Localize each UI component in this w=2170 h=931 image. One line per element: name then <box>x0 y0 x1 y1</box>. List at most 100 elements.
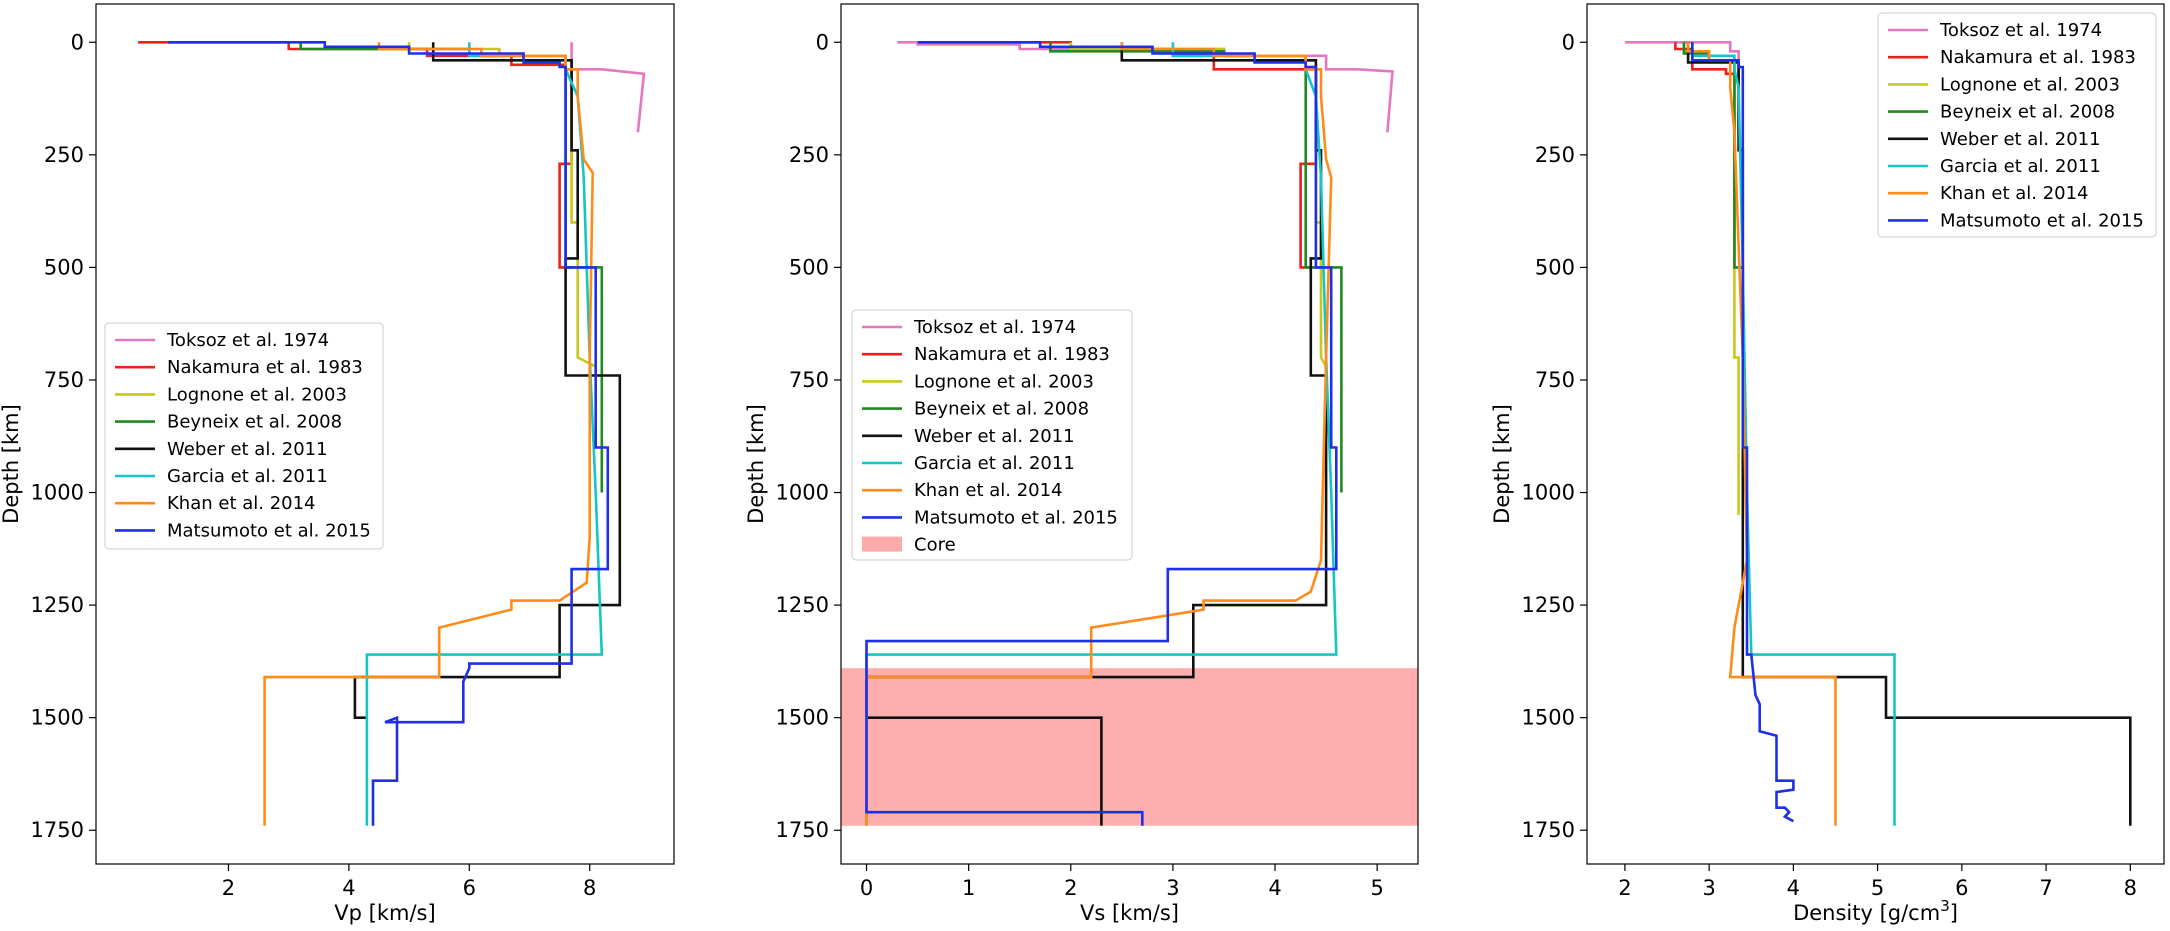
x-tick-label: 2 <box>1064 876 1077 900</box>
series-line-matsumoto-et-al-2015 <box>1691 42 1795 823</box>
series-line-khan-et-al-2014 <box>1686 42 1837 826</box>
legend-label-nakamura-et-al-1983: Nakamura et al. 1983 <box>1940 47 2136 68</box>
legend-label-garcia-et-al-2011: Garcia et al. 2011 <box>914 453 1075 474</box>
legend-label-beyneix-et-al-2008: Beyneix et al. 2008 <box>1940 102 2115 123</box>
y-tick-label: 750 <box>1535 368 1575 392</box>
legend-label-lognone-et-al-2003: Lognone et al. 2003 <box>167 384 347 405</box>
legend-frame <box>851 309 1133 561</box>
x-axis-label-suffix: ] <box>1950 901 1958 925</box>
y-tick-label: 1000 <box>1522 481 1575 505</box>
legend-label-garcia-et-al-2011: Garcia et al. 2011 <box>1940 156 2101 177</box>
series-line-garcia-et-al-2011 <box>1691 42 1896 826</box>
x-tick-label: 2 <box>222 876 235 900</box>
y-tick-label: 1000 <box>776 481 829 505</box>
y-tick-label: 750 <box>44 368 84 392</box>
core-band <box>841 668 1418 826</box>
series-line-toksoz-et-al-1974 <box>570 42 646 133</box>
y-tick-label: 1750 <box>31 818 84 842</box>
y-tick-label: 0 <box>816 30 829 54</box>
legend-label-weber-et-al-2011: Weber et al. 2011 <box>1940 129 2101 150</box>
x-tick-label: 8 <box>583 876 596 900</box>
legend-label-nakamura-et-al-1983: Nakamura et al. 1983 <box>167 357 363 378</box>
legend-label-matsumoto-et-al-2015: Matsumoto et al. 2015 <box>167 520 371 541</box>
y-tick-label: 1000 <box>31 481 84 505</box>
x-tick-label: 6 <box>1955 876 1968 900</box>
series-line-matsumoto-et-al-2015 <box>865 41 1338 826</box>
legend-label-matsumoto-et-al-2015: Matsumoto et al. 2015 <box>914 507 1118 528</box>
series-line-nakamura-et-al-1983 <box>1019 41 1318 269</box>
y-tick-label: 500 <box>1535 255 1575 279</box>
legend-frame <box>1877 12 2157 238</box>
legend-label-khan-et-al-2014: Khan et al. 2014 <box>1940 183 2089 204</box>
x-tick-label: 4 <box>342 876 355 900</box>
plot-area <box>138 41 646 826</box>
x-tick-label: 4 <box>1787 876 1800 900</box>
y-tick-label: 750 <box>789 368 829 392</box>
x-tick-label: 2 <box>1618 876 1631 900</box>
y-tick-label: 1750 <box>1522 818 1575 842</box>
legend-label-lognone-et-al-2003: Lognone et al. 2003 <box>914 371 1094 392</box>
legend-label-nakamura-et-al-1983: Nakamura et al. 1983 <box>914 344 1110 365</box>
x-tick-label: 6 <box>463 876 476 900</box>
y-tick-label: 1250 <box>1522 593 1575 617</box>
y-tick-label: 500 <box>44 255 84 279</box>
x-tick-label: 3 <box>1166 876 1179 900</box>
y-tick-label: 1750 <box>776 818 829 842</box>
legend-label-core: Core <box>914 535 956 556</box>
legend-label-weber-et-al-2011: Weber et al. 2011 <box>914 426 1075 447</box>
plot-area <box>1624 41 2132 826</box>
y-tick-label: 1250 <box>31 593 84 617</box>
legend-frame <box>104 322 384 550</box>
series-line-nakamura-et-al-1983 <box>1674 42 1736 268</box>
legend: Toksoz et al. 1974 Nakamura et al. 1983 Lo… <box>1877 12 2157 238</box>
series-line-beyneix-et-al-2008 <box>1682 42 1745 493</box>
legend-label-weber-et-al-2011: Weber et al. 2011 <box>167 439 328 460</box>
x-axis-label: Density [g/cm3] <box>1793 897 1958 925</box>
legend-label-matsumoto-et-al-2015: Matsumoto et al. 2015 <box>1940 210 2144 231</box>
axes-frame <box>95 3 675 865</box>
y-tick-label: 1500 <box>776 706 829 730</box>
y-tick-label: 1500 <box>1522 706 1575 730</box>
x-tick-label: 1 <box>962 876 975 900</box>
legend-label-garcia-et-al-2011: Garcia et al. 2011 <box>167 466 328 487</box>
vp-panel: 2 4 6 8 0 250 500 750 1000 1250 1500 1750 Vp [km/s] D… <box>0 3 675 925</box>
y-tick-label: 250 <box>789 143 829 167</box>
y-tick-label: 500 <box>789 255 829 279</box>
series-line-lognone-et-al-2003 <box>407 42 597 376</box>
y-tick-label: 250 <box>1535 143 1575 167</box>
x-tick-label: 5 <box>1871 876 1884 900</box>
y-tick-label: 250 <box>44 143 84 167</box>
y-axis-label: Depth [km] <box>1490 404 1514 524</box>
y-axis-label: Depth [km] <box>0 404 23 524</box>
x-axis-label-text: Density [g/cm <box>1793 901 1940 925</box>
series-line-khan-et-al-2014 <box>263 42 595 826</box>
y-tick-label: 0 <box>1562 30 1575 54</box>
x-axis-label: Vs [km/s] <box>1080 901 1179 925</box>
legend-label-khan-et-al-2014: Khan et al. 2014 <box>914 480 1063 501</box>
vs-panel: 0 1 2 3 4 5 0 250 500 750 1000 1250 1500 1750 Vs [km/s… <box>744 3 1419 925</box>
legend: Toksoz et al. 1974 Nakamura et al. 1983 Lo… <box>104 322 384 550</box>
x-tick-label: 0 <box>860 876 873 900</box>
legend-label-toksoz-et-al-1974: Toksoz et al. 1974 <box>166 330 329 351</box>
x-axis-label-text: Vs [km/s] <box>1080 901 1179 925</box>
legend-label-toksoz-et-al-1974: Toksoz et al. 1974 <box>913 317 1076 338</box>
y-tick-label: 1500 <box>31 706 84 730</box>
series-line-lognone-et-al-2003 <box>1682 42 1740 515</box>
legend-label-toksoz-et-al-1974: Toksoz et al. 1974 <box>1939 20 2102 41</box>
legend-swatch-core <box>862 536 902 552</box>
y-tick-label: 1250 <box>776 593 829 617</box>
x-axis-label: Vp [km/s] <box>334 901 435 925</box>
x-axis-label-superscript: 3 <box>1940 897 1950 915</box>
x-tick-label: 3 <box>1702 876 1715 900</box>
x-tick-label: 5 <box>1370 876 1383 900</box>
x-tick-label: 4 <box>1268 876 1281 900</box>
series-line-nakamura-et-al-1983 <box>138 41 573 269</box>
legend-label-khan-et-al-2014: Khan et al. 2014 <box>167 493 316 514</box>
y-tick-label: 0 <box>71 30 84 54</box>
plot-area <box>841 41 1418 826</box>
legend-label-beyneix-et-al-2008: Beyneix et al. 2008 <box>914 399 1089 420</box>
legend-label-beyneix-et-al-2008: Beyneix et al. 2008 <box>167 412 342 433</box>
x-axis-label-text: Vp [km/s] <box>334 901 435 925</box>
x-tick-label: 7 <box>2039 876 2052 900</box>
